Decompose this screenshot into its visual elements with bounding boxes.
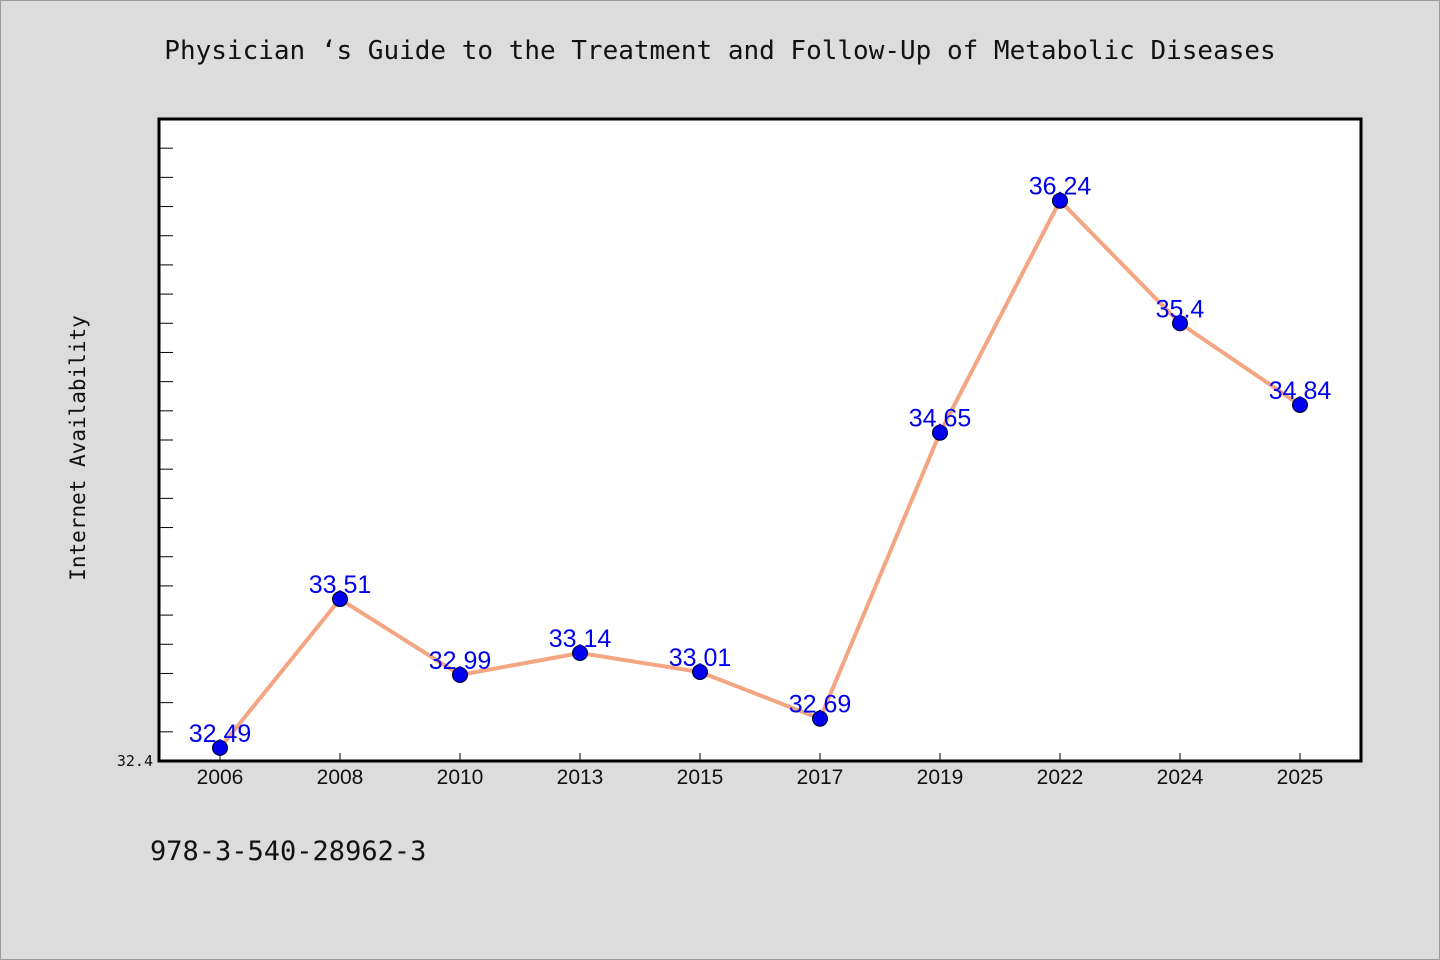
x-tick-label: 2015 bbox=[677, 766, 724, 789]
chart-title: Physician ‘s Guide to the Treatment and … bbox=[164, 36, 1276, 66]
data-point-marker bbox=[332, 591, 348, 608]
x-tick-label: 2008 bbox=[317, 766, 364, 789]
x-tick-label: 2017 bbox=[797, 766, 844, 789]
data-label: 32.69 bbox=[789, 691, 852, 719]
data-point-marker bbox=[812, 710, 828, 727]
x-tick-label: 2022 bbox=[1037, 766, 1084, 789]
data-label: 35.4 bbox=[1156, 295, 1205, 323]
x-tick-label: 2024 bbox=[1157, 766, 1204, 789]
data-point-marker bbox=[452, 666, 468, 683]
y-tick-label: 32.4 bbox=[117, 752, 153, 770]
data-label: 33.14 bbox=[549, 625, 612, 653]
data-label: 34.84 bbox=[1269, 377, 1332, 405]
x-tick-label: 2006 bbox=[197, 766, 244, 789]
x-tick-label: 2010 bbox=[437, 766, 484, 789]
data-label: 34.65 bbox=[909, 405, 972, 433]
data-label: 33.51 bbox=[309, 571, 372, 599]
series-line bbox=[218, 198, 1302, 750]
data-label: 36.24 bbox=[1029, 173, 1092, 201]
data-label: 32.49 bbox=[189, 720, 252, 748]
data-point-marker bbox=[1052, 192, 1068, 209]
data-point-marker bbox=[572, 645, 588, 662]
x-tick-label: 2013 bbox=[557, 766, 604, 789]
data-point-marker bbox=[692, 663, 708, 680]
data-point-marker bbox=[1172, 315, 1188, 332]
data-label: 32.99 bbox=[429, 647, 492, 675]
x-tick-label: 2025 bbox=[1277, 766, 1324, 789]
data-point-marker bbox=[1292, 396, 1308, 413]
data-point-marker bbox=[212, 739, 228, 756]
footer-code: 978-3-540-28962-3 bbox=[150, 836, 427, 867]
x-tick-label: 2019 bbox=[917, 766, 964, 789]
plot-area bbox=[157, 117, 1363, 763]
data-label: 33.01 bbox=[669, 644, 732, 672]
data-point-marker bbox=[932, 424, 948, 441]
